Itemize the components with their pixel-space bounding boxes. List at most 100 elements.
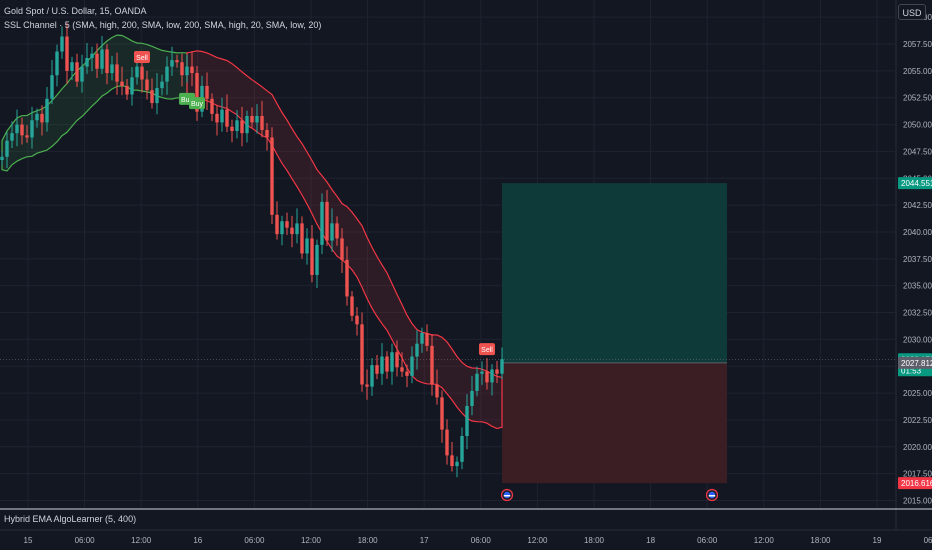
x-tick-label: 12:00 xyxy=(527,536,548,545)
y-tick-label: 2032.500 xyxy=(903,309,932,318)
candle-body xyxy=(350,296,354,316)
candle-body xyxy=(150,90,154,104)
candle-body xyxy=(110,64,114,74)
y-tick-label: 2052.500 xyxy=(903,94,932,103)
candle-body xyxy=(65,36,69,71)
x-tick-label: 12:00 xyxy=(301,536,322,545)
sell-signal: Sell xyxy=(479,343,495,356)
y-tick-label: 2047.500 xyxy=(903,147,932,156)
y-tick-label: 2040.000 xyxy=(903,228,932,237)
candle-body xyxy=(465,405,469,437)
position-zones xyxy=(0,183,895,484)
candle-body xyxy=(30,120,34,138)
candle-body xyxy=(230,126,234,132)
candle-body xyxy=(320,201,324,245)
signal-badge xyxy=(189,97,205,110)
candle-body xyxy=(400,367,404,372)
candle-body xyxy=(215,113,219,123)
candle-body xyxy=(235,120,239,132)
x-tick-label: 12:00 xyxy=(754,536,775,545)
candle-body xyxy=(340,238,344,260)
candle-body xyxy=(485,371,489,383)
candle-body xyxy=(225,109,229,127)
candle-body xyxy=(105,49,109,74)
candle-body xyxy=(85,57,89,67)
candle-body xyxy=(185,66,189,76)
candle-body xyxy=(445,429,449,456)
y-tick-label: 2030.000 xyxy=(903,335,932,344)
y-tick-label: 2042.500 xyxy=(903,201,932,210)
x-tick-label: 18 xyxy=(646,536,655,545)
candle-body xyxy=(0,156,4,161)
candle-body xyxy=(170,60,174,67)
candle-body xyxy=(130,77,134,95)
candle-body xyxy=(365,384,369,387)
entry-price-label: 2027.812 xyxy=(901,359,932,368)
candle-body xyxy=(455,461,459,467)
candle-body xyxy=(380,356,384,374)
candle-body xyxy=(335,223,339,239)
candle-body xyxy=(95,53,99,69)
candle-body xyxy=(275,214,279,235)
candle-body xyxy=(250,115,254,123)
x-tick-label: 18:00 xyxy=(584,536,605,545)
candles xyxy=(0,23,504,478)
candle-body xyxy=(165,66,169,82)
candle-body xyxy=(100,49,104,69)
candle-body xyxy=(390,352,394,372)
candle-body xyxy=(175,60,179,63)
candle-body xyxy=(145,79,149,91)
candle-body xyxy=(55,51,59,76)
candle-body xyxy=(370,365,374,387)
candle-body xyxy=(135,66,139,78)
currency-button[interactable]: USD xyxy=(898,4,926,20)
candle-body xyxy=(240,120,244,134)
candle-body xyxy=(290,227,294,235)
event-flag-stripe xyxy=(708,495,716,497)
candle-body xyxy=(255,115,259,123)
indicator-title: SSL Channel · 5 (SMA, high, 200, SMA, lo… xyxy=(4,20,322,30)
candle-body xyxy=(415,343,419,357)
candle-body xyxy=(440,397,444,430)
x-tick-label: 19 xyxy=(873,536,882,545)
candle-body xyxy=(450,455,454,467)
candle-body xyxy=(195,73,199,112)
candle-body xyxy=(220,109,224,123)
candle-body xyxy=(315,244,319,275)
y-tick-label: 2015.000 xyxy=(903,496,932,505)
sell-signal: Sell xyxy=(134,50,150,63)
stop-price-label-bg xyxy=(898,477,932,490)
candle-body xyxy=(420,332,424,344)
candle-body xyxy=(490,369,494,383)
candle-body xyxy=(140,66,144,80)
x-tick-label: 06:00 xyxy=(924,536,932,545)
candle-body xyxy=(90,53,94,58)
candle-body xyxy=(430,345,434,385)
candle-body xyxy=(470,390,474,406)
candle-body xyxy=(425,332,429,346)
x-tick-label: 18:00 xyxy=(358,536,379,545)
candle-body xyxy=(495,369,499,374)
candle-body xyxy=(20,124,24,136)
candle-body xyxy=(15,124,19,134)
indicator-pane-label: Hybrid EMA AlgoLearner (5, 400) xyxy=(4,514,137,524)
signal-label: Buy xyxy=(181,97,194,104)
candle-body xyxy=(120,81,124,86)
candle-body xyxy=(475,373,479,391)
candle-body xyxy=(375,365,379,374)
x-tick-label: 17 xyxy=(420,536,429,545)
y-tick-label: 2057.500 xyxy=(903,40,932,49)
candle-body xyxy=(115,64,119,82)
signal-label: Buy xyxy=(191,101,204,108)
stop-price-label: 2016.616 xyxy=(901,479,932,488)
economic-event-icon xyxy=(705,488,719,502)
candle-body xyxy=(435,384,439,398)
y-tick-label: 2020.000 xyxy=(903,443,932,452)
candle-body xyxy=(205,85,209,99)
x-tick-label: 06:00 xyxy=(471,536,492,545)
y-tick-label: 2035.000 xyxy=(903,282,932,291)
ssl-band-red xyxy=(186,50,503,430)
